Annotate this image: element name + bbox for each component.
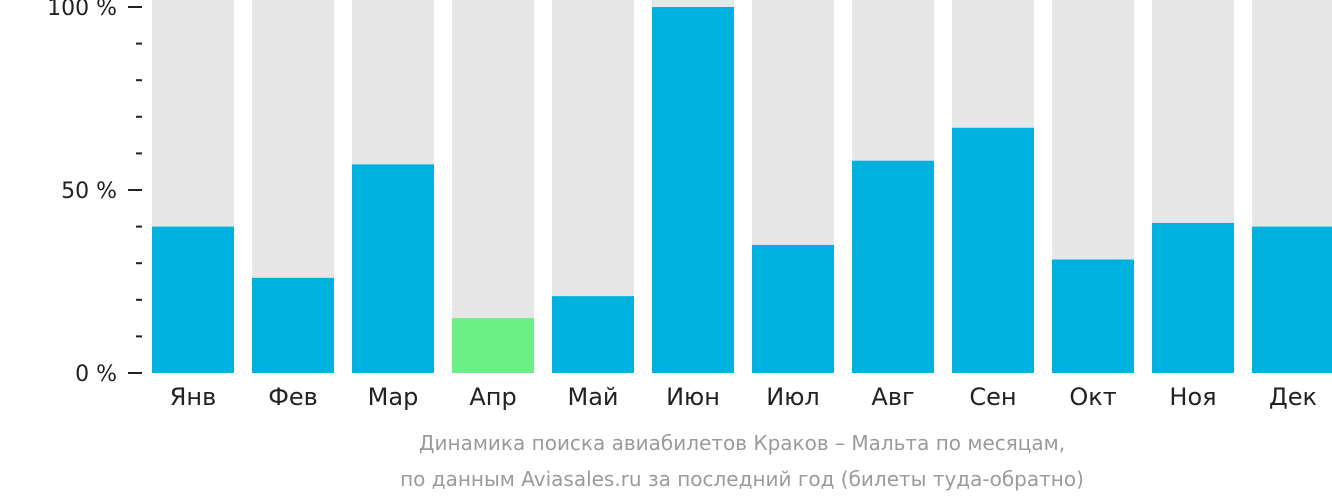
bar-10 bbox=[1052, 259, 1134, 373]
x-tick-label: Авг bbox=[871, 383, 914, 411]
bar-12 bbox=[1252, 226, 1332, 373]
bar-3 bbox=[352, 164, 434, 373]
y-tick-label: 50 % bbox=[61, 179, 117, 204]
x-tick-label: Апр bbox=[469, 383, 516, 411]
bar-6 bbox=[652, 7, 734, 373]
y-tick-label: 0 % bbox=[75, 362, 117, 387]
monthly-search-bar-chart: 0 % 50 % 100 % Янв Фев Мар Апр Май Июн Июл Авг Сен… bbox=[47, 0, 1332, 411]
caption-line-1: Динамика поиска авиабилетов Краков – Мал… bbox=[418, 431, 1066, 455]
bar-track bbox=[452, 0, 534, 373]
x-tick-label: Ноя bbox=[1169, 383, 1216, 411]
x-tick-label: Май bbox=[567, 383, 618, 411]
x-tick-label: Окт bbox=[1069, 383, 1116, 411]
x-tick-label: Сен bbox=[969, 383, 1016, 411]
x-tick-label: Фев bbox=[268, 383, 318, 411]
bar-2 bbox=[252, 277, 334, 373]
bar-5 bbox=[552, 296, 634, 373]
x-tick-label: Янв bbox=[170, 383, 217, 411]
bar-1 bbox=[152, 226, 234, 373]
bars bbox=[152, 7, 1332, 373]
x-tick-label: Июн bbox=[666, 383, 720, 411]
bar-4 bbox=[452, 318, 534, 373]
x-tick-label: Мар bbox=[368, 383, 419, 411]
bar-11 bbox=[1152, 222, 1234, 373]
caption-line-2: по данным Aviasales.ru за последний год … bbox=[400, 467, 1084, 491]
x-axis-labels: Янв Фев Мар Апр Май Июн Июл Авг Сен Окт Ноя Дек bbox=[170, 383, 1317, 411]
bar-8 bbox=[852, 160, 934, 373]
bar-7 bbox=[752, 244, 834, 373]
x-tick-label: Июл bbox=[766, 383, 820, 411]
bar-9 bbox=[952, 127, 1034, 373]
y-tick-label: 100 % bbox=[47, 0, 117, 21]
y-axis: 0 % 50 % 100 % bbox=[47, 0, 142, 387]
x-tick-label: Дек bbox=[1269, 383, 1317, 411]
